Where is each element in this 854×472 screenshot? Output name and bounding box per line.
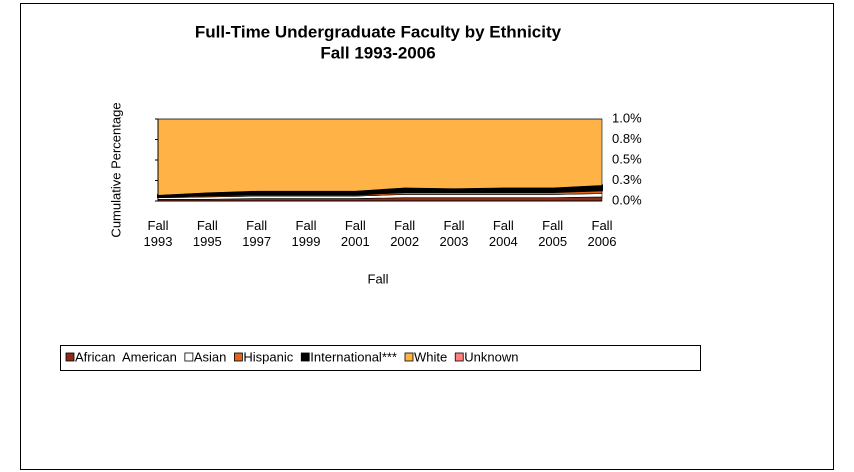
- chart-subtitle: Fall 1993-2006: [320, 43, 435, 62]
- legend-label: International***: [310, 349, 397, 364]
- y-tick-label: 0.8%: [612, 131, 642, 146]
- legend-swatch: [65, 352, 75, 362]
- legend-label: Asian: [194, 349, 227, 364]
- legend-swatch: [234, 352, 243, 362]
- chart-title: Full-Time Undergraduate Faculty by Ethni…: [195, 22, 562, 41]
- legend-label: Hispanic: [243, 349, 293, 364]
- y-tick-label: 0.0%: [612, 192, 642, 207]
- y-tick-label: 0.5%: [612, 151, 642, 166]
- x-tick-label: Fall 1997: [242, 218, 272, 249]
- x-tick-label: Fall 2002: [390, 218, 420, 249]
- legend-label: African American: [75, 349, 177, 364]
- chart-frame: [20, 3, 834, 470]
- legend-swatch: [454, 352, 464, 362]
- x-tick-label: Fall 1999: [291, 218, 321, 249]
- legend-swatch: [184, 352, 194, 362]
- x-tick-label: Fall 2001: [340, 218, 370, 249]
- x-tick-label: Fall 2005: [538, 218, 568, 249]
- x-tick-label: Fall 2003: [439, 218, 469, 249]
- legend-box: [60, 345, 701, 371]
- y-tick-label: 0.3%: [612, 172, 642, 187]
- y-axis-title: Cumulative Percentage: [108, 102, 123, 237]
- x-tick-label: Fall 2006: [587, 218, 617, 249]
- legend-label: White: [414, 349, 447, 364]
- y-tick-label: 1.0%: [612, 110, 642, 125]
- area: [157, 118, 603, 196]
- legend-label: Unknown: [464, 349, 518, 364]
- x-tick-label: Fall 2004: [488, 218, 518, 249]
- x-axis-title: Fall: [368, 271, 389, 286]
- legend-swatch: [404, 352, 414, 362]
- legend-swatch: [300, 352, 310, 362]
- x-tick-label: Fall 1993: [143, 218, 173, 249]
- x-tick-label: Fall 1995: [192, 218, 222, 249]
